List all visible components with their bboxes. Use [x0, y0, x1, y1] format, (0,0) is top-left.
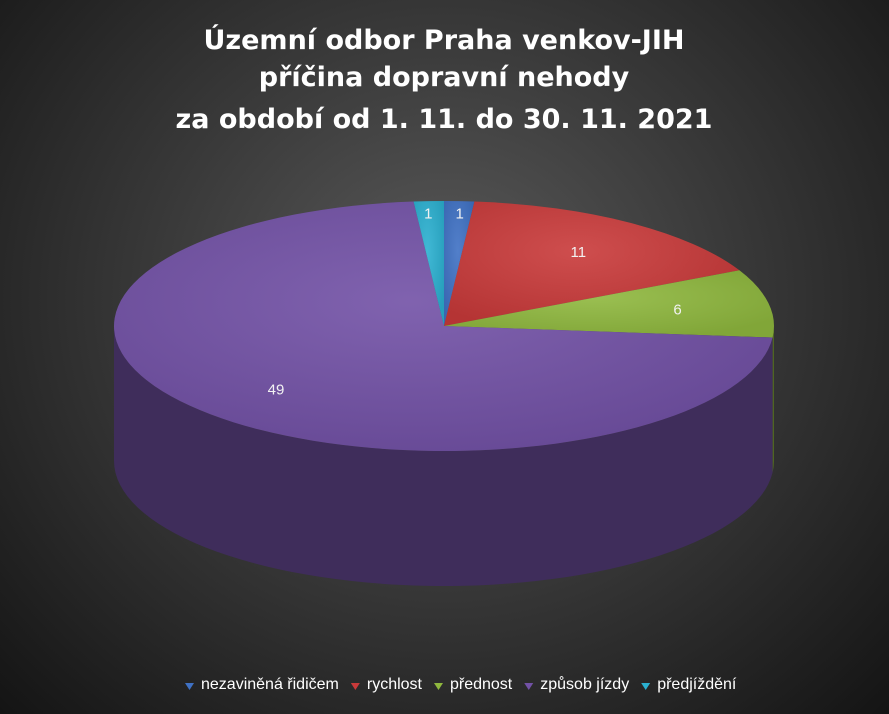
chart-title-line-1: Územní odbor Praha venkov-JIH — [203, 24, 684, 56]
legend-label-predjizdeni: předjíždění — [657, 676, 737, 693]
pie-slice-sheen-rychlost — [444, 201, 740, 326]
pie-side-zpusob-jizdy — [114, 326, 773, 586]
legend-label-rychlost: rychlost — [367, 676, 423, 693]
data-label-prednost: 6 — [673, 301, 681, 318]
data-label-rychlost: 11 — [570, 244, 586, 261]
pie-sides — [114, 326, 774, 586]
pie-slice-sheen-nezavinena-ridicem — [444, 201, 475, 326]
chart-title: Územní odbor Praha venkov-JIH příčina do… — [176, 24, 713, 135]
legend-marker-prednost — [433, 683, 443, 690]
pie-slice-sheen-predjizdeni — [413, 201, 444, 326]
legend-marker-zpusob-jizdy — [524, 683, 534, 690]
data-label-predjizdeni: 1 — [424, 206, 432, 223]
legend-item-prednost: přednost — [433, 676, 513, 693]
legend-marker-rychlost — [350, 683, 360, 690]
legend-marker-predjizdeni — [641, 683, 651, 690]
legend-item-predjizdeni: předjíždění — [641, 676, 737, 693]
pie-slice-sheen-zpusob-jizdy — [113, 201, 773, 452]
data-label-nezavinena-ridicem: 1 — [456, 206, 464, 223]
pie-side-prednost — [772, 326, 774, 473]
chart-title-line-3: za období od 1. 11. do 30. 11. 2021 — [176, 104, 713, 135]
legend-label-zpusob-jizdy: způsob jízdy — [540, 675, 629, 693]
pie-slices — [113, 201, 774, 452]
legend-marker-nezavinena-ridicem — [185, 683, 194, 690]
legend-label-nezavinena-ridicem: nezaviněná řidičem — [201, 676, 339, 693]
data-label-zpusob-jizdy: 49 — [268, 382, 285, 399]
legend-item-zpusob-jizdy: způsob jízdy — [524, 675, 629, 693]
chart-title-line-2: příčina dopravní nehody — [259, 62, 630, 93]
legend-item-rychlost: rychlost — [350, 676, 423, 693]
pie-slice-sheen-prednost — [444, 270, 774, 338]
legend-item-nezavinena-ridicem: nezaviněná řidičem — [185, 676, 339, 693]
legend-label-prednost: přednost — [450, 676, 513, 693]
legend: nezaviněná řidičem rychlost přednost způsob… — [185, 675, 737, 693]
